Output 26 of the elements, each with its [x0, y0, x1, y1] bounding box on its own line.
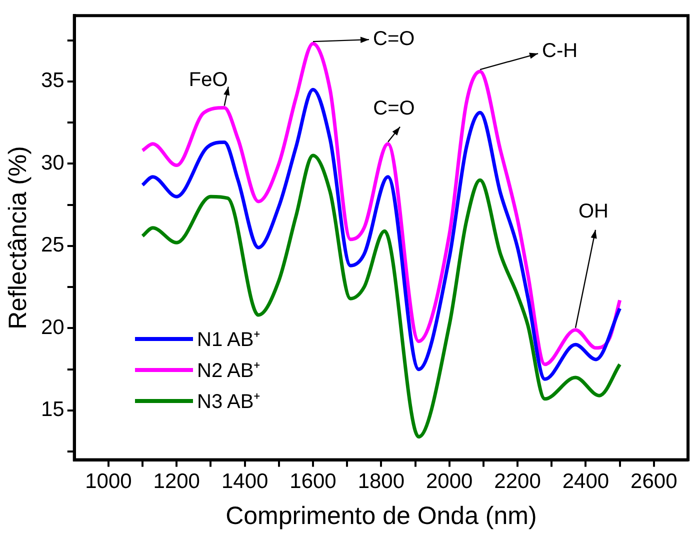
x-tick-label: 1600 [290, 470, 336, 494]
annotation: FeO [188, 69, 228, 92]
line-series [140, 154, 622, 439]
annotation: C=O [373, 97, 415, 120]
legend-label: N1 AB⁺ [197, 328, 261, 352]
x-tick-label: 1000 [85, 470, 132, 494]
legend-label: N3 AB⁺ [197, 390, 261, 414]
y-tick-label: 35 [41, 69, 64, 92]
x-axis-title: Comprimento de Onda (nm) [226, 502, 537, 530]
x-tick-label: 2400 [562, 470, 610, 494]
y-tick-label: 15 [41, 398, 64, 422]
annotation: C=O [372, 28, 415, 50]
x-tick-label: 1400 [221, 470, 268, 494]
y-axis-title: Reflectância (%) [4, 146, 32, 330]
legend-label: N2 AB⁺ [197, 359, 261, 383]
x-tick-label: 2200 [494, 470, 541, 494]
x-tick-label: 2000 [426, 470, 473, 494]
x-tick-label: 2600 [630, 470, 678, 494]
y-tick-label: 25 [41, 234, 64, 257]
annotation: C-H [542, 40, 578, 62]
x-tick-label: 1800 [358, 470, 405, 494]
annotation: OH [578, 200, 608, 222]
y-tick-label: 30 [41, 151, 64, 174]
y-tick-label: 20 [41, 316, 64, 339]
line-series [140, 88, 622, 381]
x-tick-label: 1200 [153, 470, 200, 494]
